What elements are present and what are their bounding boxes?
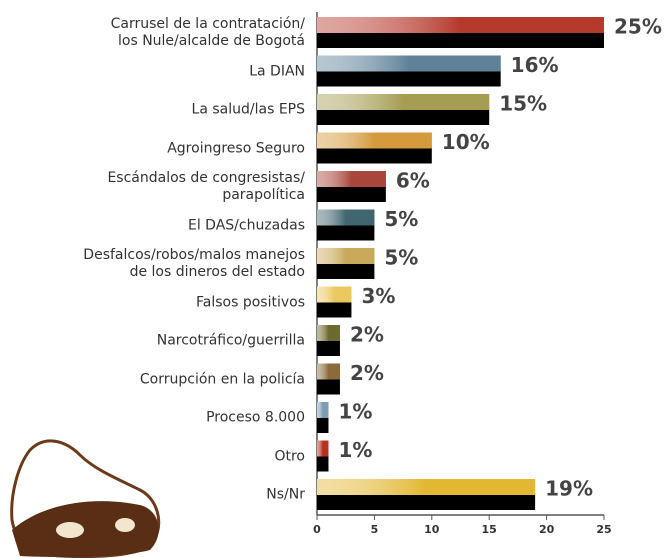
x-tick-label: 25	[596, 523, 611, 536]
bar-shadow	[317, 300, 352, 318]
x-tick-label: 15	[482, 523, 497, 536]
bar-shadow	[317, 31, 604, 48]
value-label: 3%	[361, 284, 395, 308]
category-label: Narcotráfico/guerrilla	[156, 332, 305, 349]
bar-shadow	[317, 262, 375, 279]
x-tick-label: 0	[313, 523, 321, 536]
value-label: 6%	[396, 169, 430, 193]
bar-sheen	[317, 248, 375, 264]
bar-shadow	[317, 416, 329, 433]
bar-sheen	[317, 55, 501, 72]
value-label: 5%	[384, 246, 418, 270]
value-label: 2%	[350, 361, 384, 385]
bar-sheen	[317, 363, 340, 380]
bar-shadow	[317, 339, 340, 356]
value-label: 10%	[442, 130, 490, 154]
bar-sheen	[317, 479, 536, 495]
bar-sheen	[317, 286, 352, 303]
category-label: Otro	[274, 448, 305, 464]
bar-sheen	[317, 132, 432, 149]
bar-sheen	[317, 171, 386, 187]
mask-illustration	[10, 439, 161, 558]
bar-sheen	[317, 440, 329, 457]
bar-shadow	[317, 377, 340, 395]
value-label: 2%	[350, 323, 384, 347]
value-label: 19%	[545, 477, 593, 501]
bar-shadow	[317, 454, 329, 472]
category-label: Proceso 8.000	[206, 409, 305, 426]
category-label: Falsos positivos	[196, 294, 305, 310]
category-label: Carrusel de la contratación/ los Nule/al…	[110, 16, 305, 49]
category-label: Agroingreso Seguro	[167, 140, 305, 156]
x-tick-label: 20	[539, 523, 555, 536]
bar-shadow	[317, 146, 432, 164]
bar-shadow	[317, 223, 375, 241]
bar-shadow	[317, 108, 490, 125]
bar-sheen	[317, 325, 340, 341]
bar-sheen	[317, 209, 375, 226]
x-tick-label: 10	[424, 523, 440, 536]
category-label: Desfalcos/robos/malos manejos de los din…	[83, 247, 305, 280]
category-label: El DAS/chuzadas	[187, 217, 305, 233]
bar-sheen	[317, 402, 329, 418]
category-label: La salud/las EPS	[191, 101, 305, 118]
bar-sheen	[317, 94, 490, 110]
bar-shadow	[317, 493, 536, 510]
category-label: Escándalos de congresistas/ parapolítica	[107, 170, 305, 203]
value-label: 16%	[511, 53, 559, 77]
value-label: 5%	[384, 207, 418, 231]
value-label: 25%	[614, 15, 662, 39]
bar-shadow	[317, 69, 501, 87]
bar-sheen	[317, 17, 604, 33]
value-label: 15%	[499, 92, 547, 116]
category-label: La DIAN	[249, 63, 305, 79]
category-label: Corrupción en la policía	[139, 371, 305, 387]
x-tick-label: 5	[371, 523, 379, 536]
bar-shadow	[317, 185, 386, 202]
value-label: 1%	[338, 438, 372, 462]
category-label: Ns/Nr	[266, 486, 305, 503]
value-label: 1%	[338, 400, 372, 424]
